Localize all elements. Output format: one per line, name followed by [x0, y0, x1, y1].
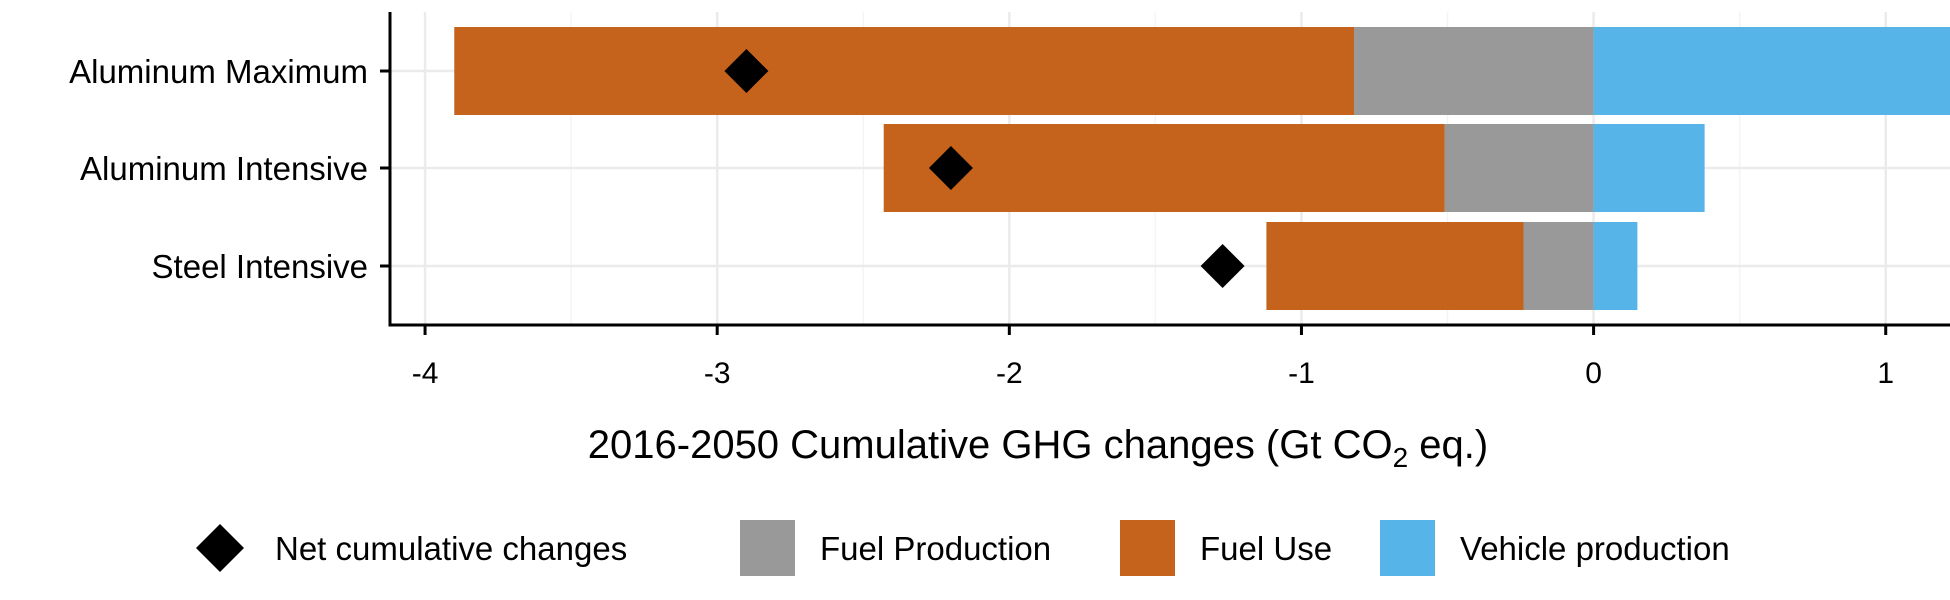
net-marker-aluminum-intensive — [928, 146, 973, 190]
x-tick-label: -3 — [704, 357, 731, 390]
bar-vehicle-production-aluminum-maximum — [1593, 27, 1950, 115]
legend-label-vehicle-production: Vehicle production — [1460, 530, 1730, 567]
axes-group — [380, 12, 1950, 335]
net-marker-steel-intensive — [1200, 244, 1245, 288]
legend-key-vehicle-production — [1380, 520, 1435, 576]
legend-key-net-cumulative-changes — [196, 524, 244, 572]
x-tick-label: -1 — [1288, 357, 1315, 390]
x-axis-title: 2016-2050 Cumulative GHG changes (Gt CO2… — [588, 423, 1488, 473]
y-tick-label-steel-intensive: Steel Intensive — [152, 248, 368, 285]
legend-key-fuel-production — [740, 520, 795, 576]
x-tick-label: -2 — [996, 357, 1023, 390]
x-tick-label: -4 — [412, 357, 439, 390]
net-marker-aluminum-maximum — [724, 49, 769, 93]
x-tick-label: 0 — [1585, 357, 1602, 390]
y-tick-labels: Aluminum Maximum Aluminum Intensive Steel … — [69, 53, 368, 285]
legend: Net cumulative changes Fuel Production Fue… — [196, 520, 1730, 576]
bar-fuel-production-aluminum-maximum — [1354, 27, 1594, 115]
x-axis-title-main: 2016-2050 Cumulative GHG changes (Gt CO — [588, 423, 1393, 467]
bar-fuel-use-steel-intensive — [1266, 222, 1524, 310]
bar-vehicle-production-aluminum-intensive — [1593, 124, 1705, 212]
bar-fuel-use-aluminum-maximum — [454, 27, 1355, 115]
legend-label-fuel-use: Fuel Use — [1200, 530, 1332, 567]
bar-fuel-use-aluminum-intensive — [883, 124, 1445, 212]
bar-fuel-production-steel-intensive — [1523, 222, 1594, 310]
legend-label-net-cumulative-changes: Net cumulative changes — [275, 530, 627, 567]
legend-label-fuel-production: Fuel Production — [820, 530, 1051, 567]
y-tick-label-aluminum-intensive: Aluminum Intensive — [80, 150, 368, 187]
legend-key-fuel-use — [1120, 520, 1175, 576]
net-markers-group — [724, 49, 1245, 288]
x-tick-labels: -4 -3 -2 -1 0 1 — [412, 357, 1894, 390]
x-axis-title-tail: eq.) — [1408, 423, 1488, 467]
y-tick-label-aluminum-maximum: Aluminum Maximum — [69, 53, 368, 90]
bar-fuel-production-aluminum-intensive — [1444, 124, 1594, 212]
bars-group — [454, 27, 1950, 310]
x-tick-label: 1 — [1877, 357, 1894, 390]
bar-vehicle-production-steel-intensive — [1593, 222, 1638, 310]
x-axis-title-subscript: 2 — [1393, 442, 1409, 473]
